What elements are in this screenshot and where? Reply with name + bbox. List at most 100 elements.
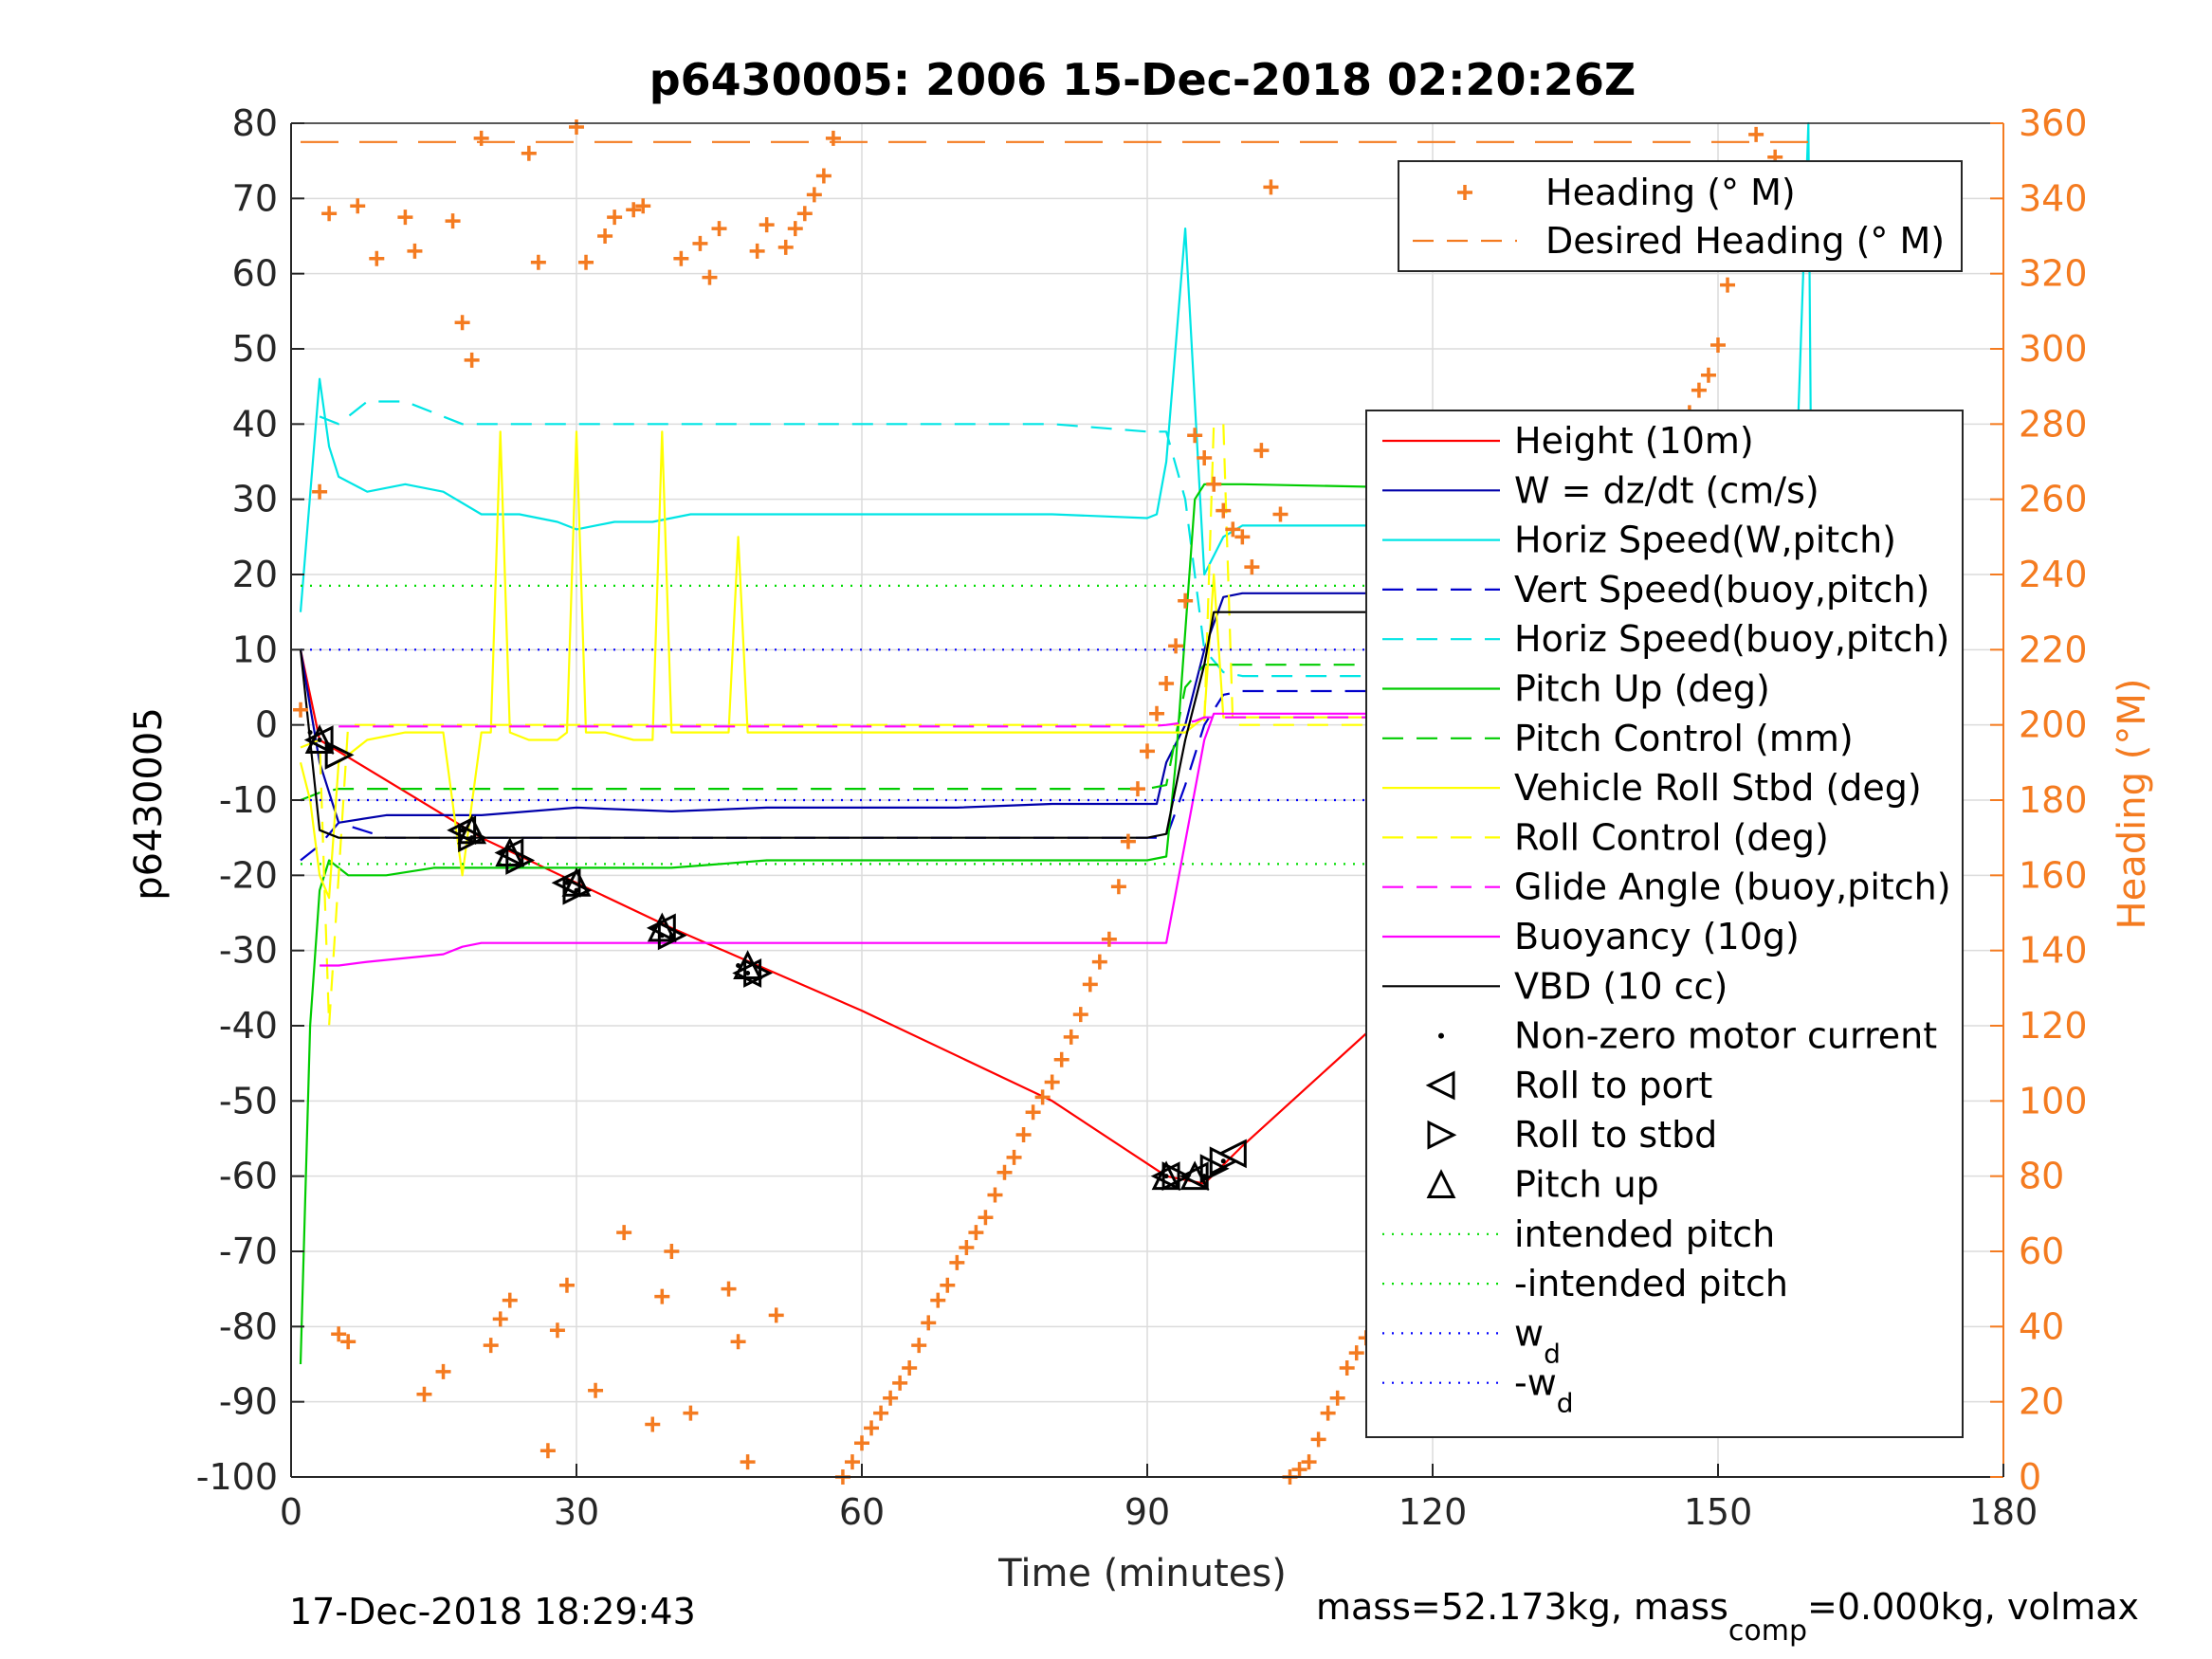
- y-axis-label-left: p6430005: [127, 707, 171, 901]
- heading-point: [1197, 450, 1213, 466]
- legend-swatch-heading-m: [1457, 185, 1472, 200]
- heading-point: [864, 1420, 880, 1436]
- legend-label-w-dz-dt-cm-s: W = dz/dt (cm/s): [1514, 469, 1819, 511]
- legend-label-pitch-up: Pitch up: [1514, 1164, 1659, 1206]
- heading-point: [1025, 1104, 1041, 1121]
- marker-pitch-up: [304, 724, 335, 755]
- heading-point: [1748, 126, 1764, 142]
- legend-swatch-roll-to-port: [1425, 1070, 1455, 1101]
- heading-point: [1053, 1051, 1069, 1067]
- heading-point: [483, 1338, 499, 1354]
- heading-point: [1339, 1359, 1355, 1376]
- heading-point: [464, 352, 480, 368]
- legend-label-intended-pitch: intended pitch: [1514, 1213, 1775, 1255]
- heading-point: [321, 206, 338, 222]
- heading-point: [416, 1386, 432, 1402]
- heading-point: [806, 187, 822, 203]
- heading-point: [558, 1277, 575, 1293]
- marker-motor-current: [736, 963, 741, 969]
- heading-point: [616, 1225, 632, 1241]
- y-tick-label-left: 40: [232, 403, 278, 445]
- heading-point: [1044, 1074, 1060, 1090]
- heading-point: [673, 250, 689, 266]
- marker-pitch-up: [647, 912, 677, 942]
- marker-roll-to-port: [303, 725, 334, 755]
- heading-point: [825, 130, 841, 146]
- y-tick-label-right: 200: [2019, 704, 2088, 746]
- heading-point: [892, 1375, 908, 1391]
- x-tick-label: 0: [280, 1491, 302, 1533]
- heading-point: [1120, 833, 1136, 849]
- heading-point: [530, 254, 546, 270]
- y-tick-labels-right: 0 20 40 60 80 100 120 140 160 180 200 220 240 260 280 3…: [1990, 102, 2088, 1498]
- heading-point: [664, 1244, 680, 1259]
- heading-point: [1301, 1454, 1317, 1470]
- heading-point: [1187, 428, 1203, 444]
- heading-point: [959, 1240, 975, 1256]
- heading-point: [968, 1225, 984, 1241]
- footer-mass-pre: mass=52.173kg, mass: [1316, 1586, 1728, 1628]
- heading-point: [1291, 1462, 1307, 1478]
- heading-point: [1006, 1149, 1022, 1165]
- legend-label-roll-to-stbd: Roll to stbd: [1514, 1114, 1717, 1156]
- marker-pitch-up: [457, 814, 487, 845]
- marker-motor-current: [745, 970, 751, 975]
- heading-point: [635, 198, 651, 214]
- heading-point: [787, 221, 803, 237]
- marker-motor-current: [326, 744, 332, 750]
- heading-point: [654, 1288, 670, 1304]
- legend-label-horiz-speed-w-pitch: Horiz Speed(W,pitch): [1514, 520, 1896, 561]
- y-tick-label-right: 360: [2019, 102, 2088, 144]
- heading-point: [454, 315, 470, 331]
- heading-point: [569, 118, 584, 135]
- y-tick-label-right: 40: [2019, 1305, 2064, 1347]
- y-tick-label-right: 80: [2019, 1156, 2064, 1197]
- heading-point: [588, 1382, 604, 1398]
- series-pitch-control-mm: [300, 664, 1814, 802]
- legend-label-buoyancy-10g: Buoyancy (10g): [1514, 916, 1800, 957]
- legend-label-wd: wd: [1514, 1312, 1561, 1369]
- legend-label-pitch-control-mm: Pitch Control (mm): [1514, 718, 1854, 759]
- legend-label-heading-m: Heading (° M): [1545, 172, 1796, 213]
- y-tick-label-right: 280: [2019, 403, 2088, 445]
- heading-point: [844, 1454, 860, 1470]
- marker-roll-to-stbd: [324, 739, 355, 770]
- heading-point: [1720, 277, 1736, 293]
- heading-point: [1253, 443, 1270, 459]
- heading-point: [1225, 521, 1241, 538]
- legend-heading: Heading (° M) Desired Heading (° M): [1398, 160, 1963, 272]
- marker-motor-current: [668, 933, 674, 939]
- marker-roll-to-port: [1150, 1161, 1180, 1192]
- y-tick-label-right: 120: [2019, 1005, 2088, 1047]
- heading-point: [1206, 476, 1222, 492]
- heading-point: [721, 1281, 737, 1297]
- heading-point: [978, 1210, 994, 1226]
- heading-point: [683, 1405, 699, 1421]
- legend-label-intended-pitch: -intended pitch: [1514, 1263, 1788, 1304]
- marker-motor-current: [1182, 1174, 1188, 1179]
- heading-point: [1320, 1405, 1336, 1421]
- x-tick-label: 90: [1124, 1491, 1170, 1533]
- heading-point: [777, 239, 794, 255]
- heading-point: [407, 243, 423, 259]
- y-tick-label-right: 140: [2019, 930, 2088, 972]
- heading-point: [711, 221, 727, 237]
- y-tick-label-left: 70: [232, 177, 278, 219]
- heading-point: [930, 1292, 946, 1308]
- legend-label-vehicle-roll-stbd-deg: Vehicle Roll Stbd (deg): [1514, 767, 1922, 809]
- heading-point: [350, 198, 366, 214]
- marker-pitch-up: [561, 866, 592, 897]
- heading-point: [1178, 592, 1194, 609]
- heading-point: [1234, 529, 1251, 545]
- x-tick-label: 30: [554, 1491, 599, 1533]
- y-tick-label-left: 20: [232, 554, 278, 595]
- series-vehicle-roll-stbd-deg: [299, 430, 1814, 900]
- legend-label-non-zero-motor-current: Non-zero motor current: [1514, 1015, 1937, 1057]
- heading-point: [397, 210, 413, 226]
- heading-point: [702, 269, 718, 285]
- legend-label-wd: -wd: [1514, 1362, 1574, 1419]
- heading-point: [645, 1416, 661, 1432]
- y-tick-label-right: 160: [2019, 854, 2088, 896]
- heading-point: [940, 1277, 956, 1293]
